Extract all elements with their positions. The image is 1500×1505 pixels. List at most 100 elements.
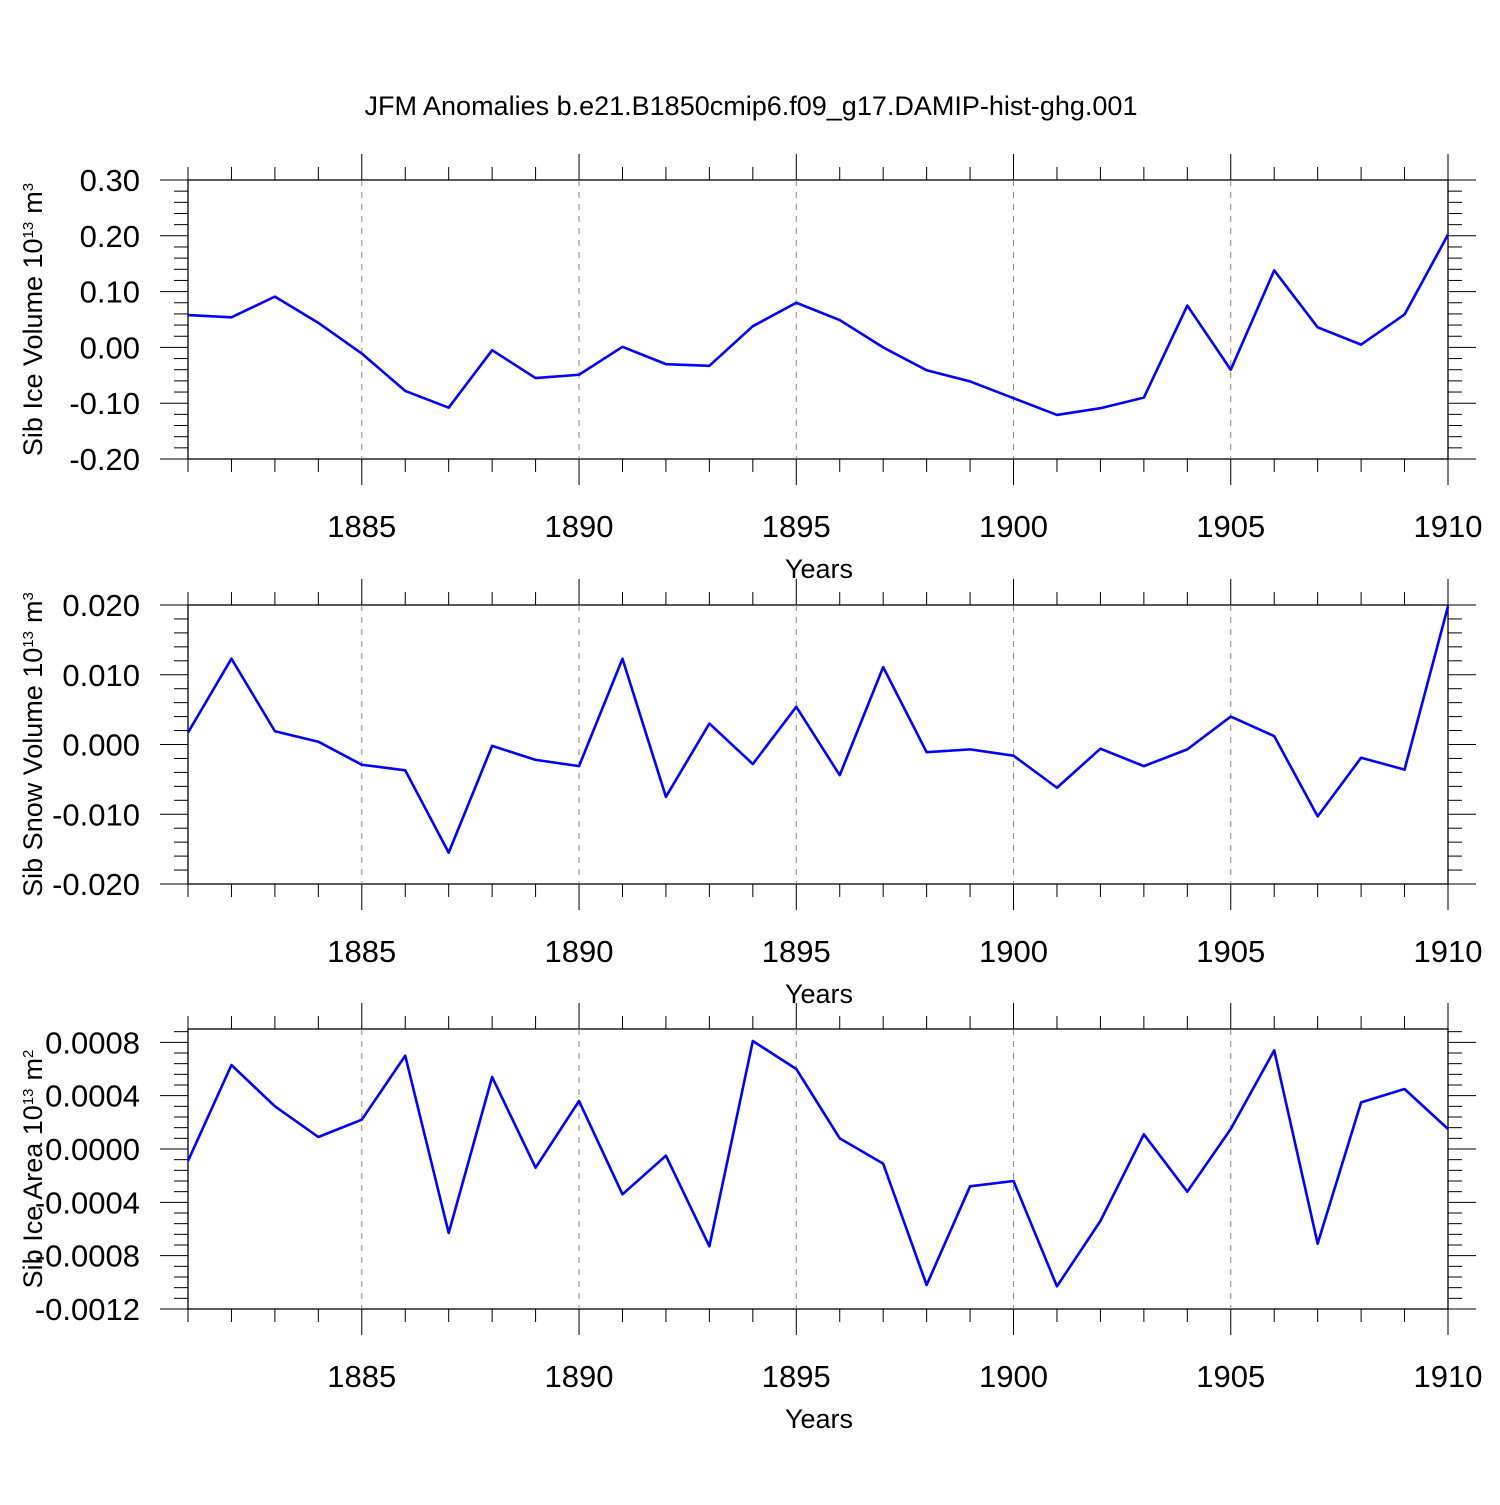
data-point [1272, 1048, 1276, 1052]
y-tick-label: 0.0000 [45, 1132, 140, 1167]
y-tick-label: 0.20 [80, 219, 140, 254]
y-tick-label: 0.010 [62, 658, 140, 693]
data-point [360, 352, 364, 356]
data-point [751, 324, 755, 328]
data-point [1185, 1190, 1189, 1194]
data-point [229, 1063, 233, 1067]
y-tick-label: 0.30 [80, 163, 140, 198]
x-tick-label: 1890 [545, 1359, 614, 1394]
x-tick-label: 1890 [545, 934, 614, 969]
data-point [1229, 1127, 1233, 1131]
data-point [403, 389, 407, 393]
data-point [1012, 396, 1016, 400]
y-tick-label: 0.020 [62, 588, 140, 623]
y-axis-title-unit-exponent: 2 [20, 1050, 37, 1058]
data-point [1403, 1087, 1407, 1091]
data-point [751, 1039, 755, 1043]
data-point [664, 1154, 668, 1158]
x-tick-label: 1910 [1414, 509, 1483, 544]
y-axis-title-unit: m [18, 191, 48, 214]
data-point [360, 763, 364, 767]
data-point [664, 795, 668, 799]
data-point [1272, 734, 1276, 738]
y-axis-title-text: Sib Ice Area 10 [18, 1105, 48, 1288]
data-point [447, 406, 451, 410]
data-point [360, 1118, 364, 1122]
data-point [490, 348, 494, 352]
y-axis-title: Sib Ice Volume 1013 m3 [18, 183, 48, 456]
y-axis-title-exponent: 13 [20, 631, 37, 648]
data-point [273, 1104, 277, 1108]
y-axis-title-unit: m [18, 600, 48, 623]
data-point [1055, 413, 1059, 417]
y-axis-title: Sib Ice Area 1013 m2 [18, 1050, 48, 1289]
chart-panel-3: -0.0012 -0.0008 -0.0004 0.0000 0.0004 0.0008 1… [18, 1003, 1482, 1434]
plot-frame [187, 179, 1449, 460]
data-point [316, 740, 320, 744]
data-point [1055, 786, 1059, 790]
data-point [1142, 396, 1146, 400]
y-axis-title-exponent: 13 [20, 222, 37, 239]
data-point [968, 747, 972, 751]
x-tick-label: 1895 [762, 1359, 831, 1394]
data-point [620, 345, 624, 349]
data-point [1185, 304, 1189, 308]
x-tick-label: 1905 [1196, 509, 1265, 544]
data-point [1359, 343, 1363, 347]
data-point [403, 768, 407, 772]
data-point [186, 731, 190, 735]
x-tick-label: 1885 [327, 934, 396, 969]
y-axis-title: Sib Snow Volume 1013 m3 [18, 592, 48, 897]
data-point [707, 364, 711, 368]
data-point [968, 379, 972, 383]
y-tick-label: 0.0004 [45, 1079, 140, 1114]
y-tick-label: -0.20 [69, 442, 140, 477]
y-axis-title-text: Sib Ice Volume 10 [18, 238, 48, 456]
y-axis-title-exponent: 13 [20, 1089, 37, 1106]
data-point [186, 1159, 190, 1163]
data-point [1012, 754, 1016, 758]
y-axis-title-unit-exponent: 3 [20, 183, 37, 191]
chart-panel-1: -0.20 -0.10 0.00 0.10 0.20 0.30 1885 1890 1895 19… [18, 154, 1482, 584]
y-tick-label: -0.010 [52, 797, 140, 832]
y-tick-label: -0.0004 [35, 1185, 140, 1220]
x-tick-label: 1885 [327, 1359, 396, 1394]
data-point [1403, 312, 1407, 316]
data-point [229, 315, 233, 319]
y-tick-label: -0.0008 [35, 1239, 140, 1274]
data-point [1446, 1127, 1450, 1131]
y-tick-label: 0.00 [80, 330, 140, 365]
y-tick-label: 0.000 [62, 728, 140, 763]
x-axis-title: Years [785, 1404, 853, 1434]
data-point [1098, 1219, 1102, 1223]
x-tick-label: 1900 [979, 934, 1048, 969]
data-point [1185, 747, 1189, 751]
y-tick-label: -0.10 [69, 386, 140, 421]
data-point [316, 321, 320, 325]
x-tick-label: 1910 [1414, 1359, 1483, 1394]
data-point [447, 1231, 451, 1235]
data-point [881, 665, 885, 669]
data-point [881, 345, 885, 349]
y-axis-title-unit: m [18, 1058, 48, 1081]
data-point [1316, 1242, 1320, 1246]
x-tick-label: 1900 [979, 509, 1048, 544]
y-tick-label: -0.020 [52, 867, 140, 902]
data-point [751, 762, 755, 766]
data-point [1272, 268, 1276, 272]
data-point [447, 851, 451, 855]
x-tick-label: 1910 [1414, 934, 1483, 969]
data-point [534, 376, 538, 380]
series-line [186, 606, 1450, 854]
chart-title: JFM Anomalies b.e21.B1850cmip6.f09_g17.D… [365, 91, 1138, 121]
chart-panel-2: -0.020 -0.010 0.000 0.010 0.020 1885 1890 1895 1… [18, 579, 1482, 1009]
data-point [838, 1136, 842, 1140]
data-point [620, 1192, 624, 1196]
data-point [1446, 604, 1450, 608]
series-line [187, 234, 1450, 417]
data-point [1012, 1179, 1016, 1183]
data-point [1142, 764, 1146, 768]
x-tick-label: 1895 [762, 509, 831, 544]
data-point [577, 373, 581, 377]
